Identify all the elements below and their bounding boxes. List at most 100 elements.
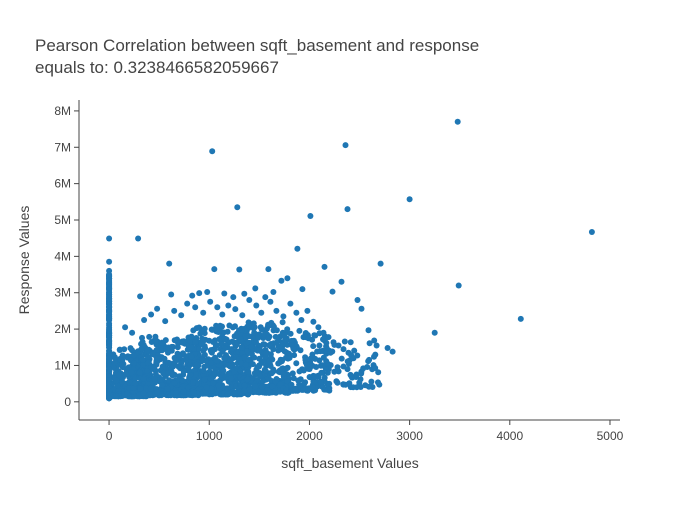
data-point [213,325,220,332]
data-point [280,370,287,377]
data-point [203,384,210,391]
data-point [280,313,287,320]
data-point [158,339,165,346]
data-point [253,302,260,309]
y-tick-label: 1M [54,358,71,372]
data-point [342,142,349,149]
data-point [341,338,348,345]
data-point [354,297,361,303]
data-point [200,309,207,316]
data-point [225,362,232,369]
data-point [234,204,241,211]
data-point [245,369,252,375]
data-point [270,323,277,330]
data-point [372,365,379,371]
data-point [278,277,285,284]
data-point [265,266,272,273]
data-point [180,371,187,378]
data-point [225,302,232,309]
data-point [165,359,172,366]
data-point [279,319,286,326]
data-point [209,148,216,155]
data-point [122,324,129,331]
data-point [159,363,166,370]
data-point [269,356,276,363]
data-point [176,353,183,360]
data-point [254,364,261,370]
data-point [119,364,126,371]
data-point [164,385,171,392]
data-point [215,382,222,389]
data-point [172,390,179,396]
data-point [351,347,358,354]
data-point [237,367,244,374]
data-point [214,358,221,364]
data-point [319,362,326,369]
y-tick-label: 6M [54,177,71,191]
data-point [292,385,299,392]
data-point [284,378,291,385]
y-tick-label: 5M [54,213,71,227]
data-point [224,328,231,335]
data-point [273,307,280,314]
data-point [262,294,269,301]
data-point [319,384,326,391]
data-point [250,320,257,327]
data-point [201,351,208,358]
data-point [241,382,248,389]
data-point [316,342,323,349]
data-point [338,355,345,362]
data-point [132,380,138,387]
data-point [121,346,128,353]
data-point [281,348,288,355]
data-point [193,371,199,378]
data-point [371,353,377,360]
data-point [318,378,324,385]
data-point [229,338,236,345]
data-point [187,361,193,368]
data-point [168,291,175,298]
data-point [284,364,291,371]
chart-title-line-1: Pearson Correlation between sqft_basemen… [35,36,479,55]
data-point [344,206,351,213]
data-point [178,312,185,319]
data-point [279,357,286,363]
x-tick-label: 2000 [296,429,323,443]
data-point [239,326,245,333]
data-point [189,292,196,299]
data-point [201,325,208,332]
data-point [106,315,113,322]
data-point [165,349,171,356]
data-point [270,366,277,373]
data-point [344,366,351,373]
data-point [230,294,237,301]
data-point [188,344,195,351]
data-point [111,354,118,361]
data-point [149,351,156,358]
data-point [256,389,263,396]
data-point [200,367,207,374]
data-point [284,275,291,282]
data-point [340,346,347,353]
data-point [331,368,338,375]
data-point [214,304,221,311]
data-point [266,322,273,329]
data-point [226,322,233,329]
data-point [126,384,133,391]
data-point [146,333,153,340]
data-point [406,196,413,203]
data-point [270,289,277,295]
data-point [135,235,142,242]
data-point [220,367,227,374]
data-point [350,355,357,362]
data-point [347,339,354,346]
data-point [180,388,187,395]
data-point [252,285,259,292]
data-point [250,325,257,332]
data-point [106,304,113,311]
data-point [179,339,186,346]
data-point [286,354,293,361]
y-axis-title: Response Values [16,206,32,315]
data-point [145,359,152,366]
